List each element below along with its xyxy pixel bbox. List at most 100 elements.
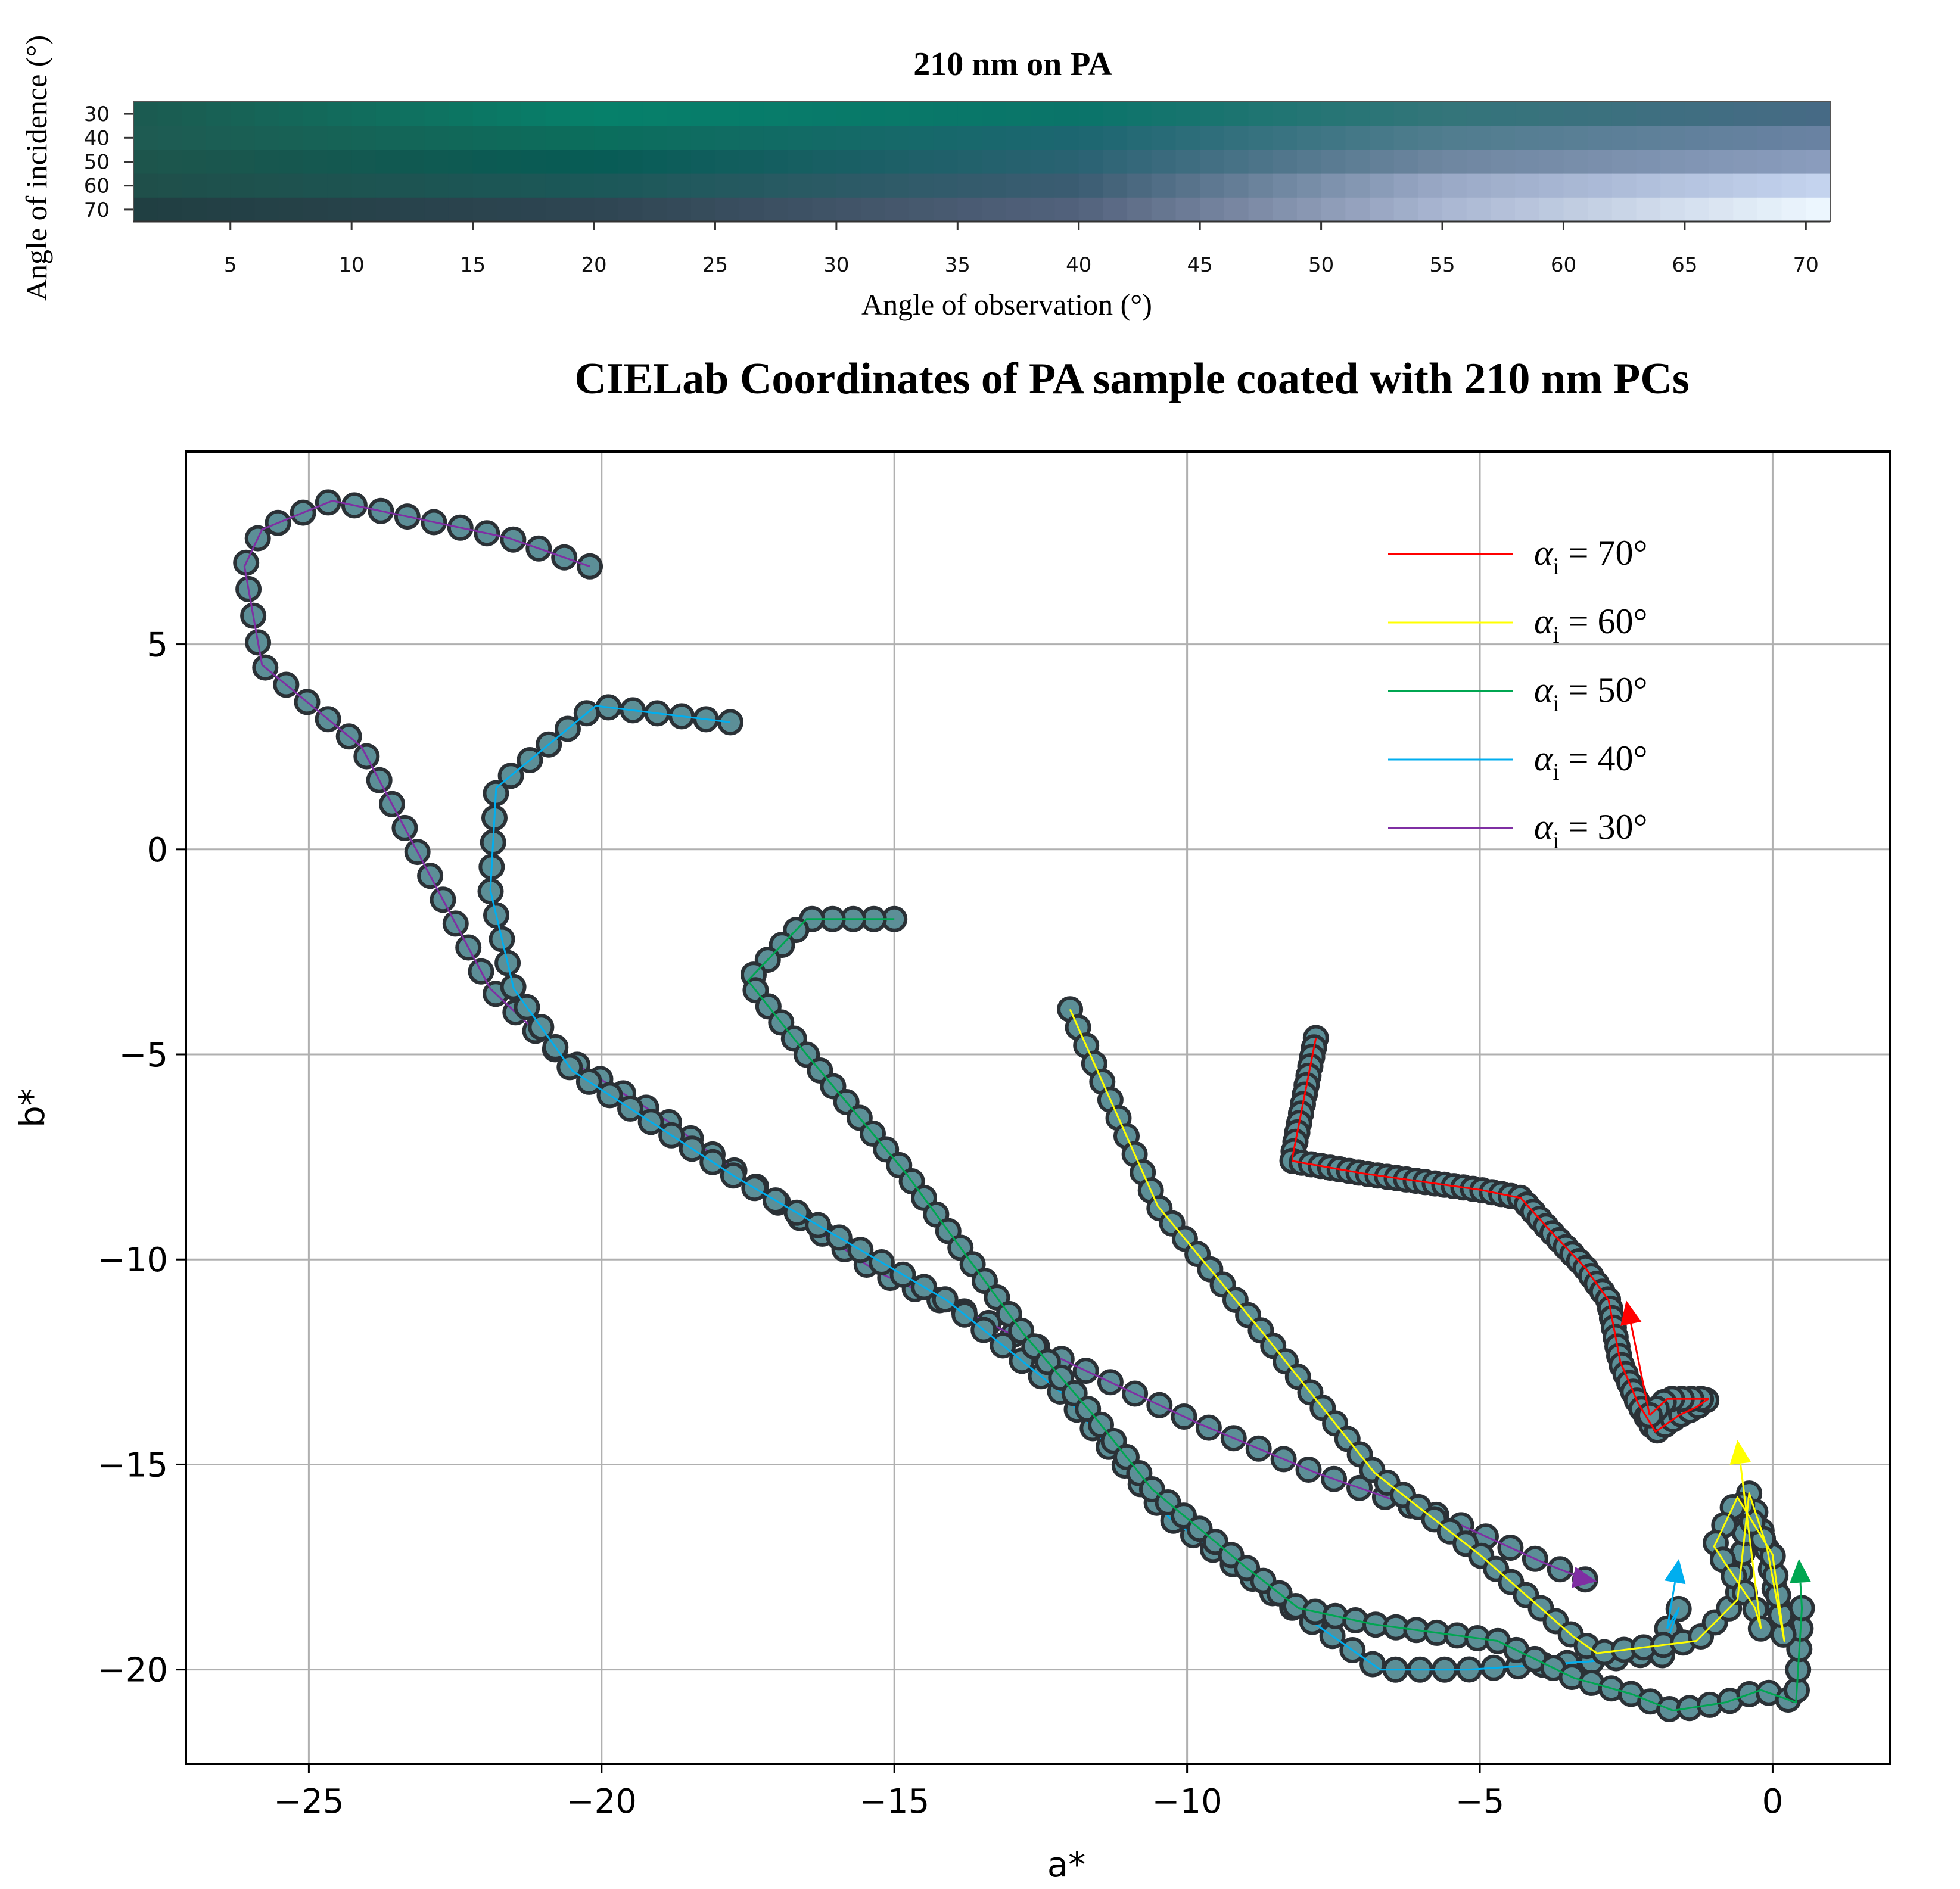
heatmap-cell	[739, 150, 764, 175]
x-ticks: −25 −20 −15 −10 −5 0	[273, 1764, 1783, 1821]
heatmap-cell	[1539, 150, 1564, 175]
heatmap-cell	[860, 197, 886, 222]
heatmap-cell	[1466, 126, 1492, 151]
heatmap-cell	[1781, 126, 1807, 151]
heatmap-cell	[1078, 126, 1104, 151]
heatmap-cell	[933, 197, 959, 222]
heatmap-cell	[182, 150, 207, 175]
heatmap-cell	[400, 150, 425, 175]
heatmap-cell	[1660, 173, 1685, 198]
heatmap-cell	[667, 102, 692, 126]
heatmap-cell	[157, 102, 183, 126]
heatmap-cell	[1151, 197, 1177, 222]
heatmap-cell	[1345, 173, 1370, 198]
heatmap-cell	[1491, 102, 1516, 126]
heatmap-cell	[230, 102, 256, 126]
heatmap-cell	[739, 197, 764, 222]
heatmap-cell	[1127, 150, 1152, 175]
heatmap-cell	[375, 126, 401, 151]
heatmap-cell	[1684, 126, 1710, 151]
heatmap-cell	[497, 150, 522, 175]
grid	[186, 452, 1890, 1764]
heatmap-cell	[788, 173, 813, 198]
heatmap-cell	[1733, 173, 1758, 198]
heatmap-cell	[1709, 126, 1734, 151]
heatmap-cell	[618, 197, 643, 222]
heatmap-cell	[1393, 150, 1419, 175]
heatmap-cell	[715, 173, 740, 198]
heatmap-cell	[1273, 173, 1298, 198]
series-layer	[233, 489, 1815, 1722]
heatmap-cell	[690, 150, 716, 175]
heatmap-cell	[1296, 150, 1322, 175]
heatmap-cell	[1418, 197, 1443, 222]
heatmap-cell	[1273, 102, 1298, 126]
x-tick-label: −25	[273, 1782, 344, 1821]
heatmap-cell	[715, 197, 740, 222]
heatmap-cell	[1781, 173, 1807, 198]
heatmap-cell	[1127, 173, 1152, 198]
heatmap-cell	[1515, 173, 1540, 198]
heatmap-cell	[1563, 126, 1588, 151]
heatmap-cell	[885, 150, 910, 175]
heatmap-cell	[254, 126, 279, 151]
heatmap-cell	[1296, 126, 1322, 151]
heatmap-cell	[1491, 126, 1516, 151]
heatmap-cell	[521, 126, 546, 151]
heatmap-cell	[400, 126, 425, 151]
heatmap-cell	[497, 126, 522, 151]
heatmap-cell	[1248, 126, 1274, 151]
heatmap-cell	[1636, 173, 1661, 198]
heatmap-cell	[472, 173, 498, 198]
heatmap-cell	[303, 126, 328, 151]
heatmap-cell	[909, 102, 934, 126]
legend-label: αi = 70°	[1534, 533, 1647, 580]
heatmap-row-50	[133, 150, 1831, 175]
heatmap-cell	[1684, 173, 1710, 198]
heatmap-cell	[1757, 102, 1782, 126]
arrow-head	[1790, 1558, 1812, 1583]
heatmap-cell	[860, 173, 886, 198]
heatmap-cell	[545, 126, 571, 151]
heatmap-cell	[1151, 173, 1177, 198]
heatmap-cell	[1006, 102, 1031, 126]
heatmap-cell	[1466, 150, 1492, 175]
heatmap-cell	[836, 126, 861, 151]
heatmap-cell	[812, 102, 837, 126]
x-axis-label: a*	[1047, 1844, 1086, 1885]
heatmap-cell	[1636, 126, 1661, 151]
heatmap-cell	[1660, 150, 1685, 175]
heatmap-cell	[812, 197, 837, 222]
heatmap-cell	[400, 173, 425, 198]
heatmap-cell	[1806, 150, 1831, 175]
heatmap-cell	[303, 173, 328, 198]
heatmap-cell	[400, 197, 425, 222]
legend-label: αi = 50°	[1534, 670, 1647, 717]
heatmap-cell	[1636, 150, 1661, 175]
heatmap-cell	[1563, 150, 1588, 175]
heatmap-cell	[230, 126, 256, 151]
heatmap-cell	[957, 126, 982, 151]
heatmap-cell	[1393, 126, 1419, 151]
heatmap-cell	[521, 173, 546, 198]
heatmap-cell	[327, 150, 352, 175]
x-tick-label: −15	[859, 1782, 929, 1821]
legend-item-70deg: αi = 70°	[1388, 533, 1647, 580]
heatmap-cell	[1442, 173, 1467, 198]
heatmap-cell	[1273, 126, 1298, 151]
heatmap-cell	[1078, 150, 1104, 175]
heatmap-cell	[1030, 150, 1055, 175]
heatmap-cell	[1588, 173, 1613, 198]
heatmap-row-label: 40	[84, 126, 110, 150]
x-tick-label: −10	[1152, 1782, 1222, 1821]
heatmap-cell	[182, 173, 207, 198]
heatmap-cell	[1345, 150, 1370, 175]
heatmap-cell	[1345, 102, 1370, 126]
legend-label: αi = 40°	[1534, 739, 1647, 785]
heatmap-cell	[812, 150, 837, 175]
y-tick-label: −20	[98, 1651, 168, 1690]
heatmap-cell	[1539, 197, 1564, 222]
arrow-head	[1729, 1440, 1751, 1465]
heatmap-cell	[1709, 173, 1734, 198]
